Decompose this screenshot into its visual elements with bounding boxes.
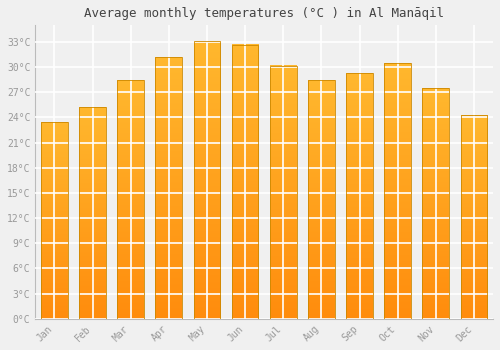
Bar <box>346 73 373 318</box>
Bar <box>232 44 258 318</box>
Bar <box>118 80 144 318</box>
Bar <box>384 63 411 318</box>
Bar <box>194 41 220 318</box>
Bar <box>460 115 487 318</box>
Bar <box>79 107 106 318</box>
Bar <box>422 88 449 318</box>
Title: Average monthly temperatures (°C ) in Al Manāqil: Average monthly temperatures (°C ) in Al… <box>84 7 444 20</box>
Bar <box>156 57 182 318</box>
Bar <box>308 80 335 318</box>
Bar <box>41 122 68 318</box>
Bar <box>270 65 296 319</box>
